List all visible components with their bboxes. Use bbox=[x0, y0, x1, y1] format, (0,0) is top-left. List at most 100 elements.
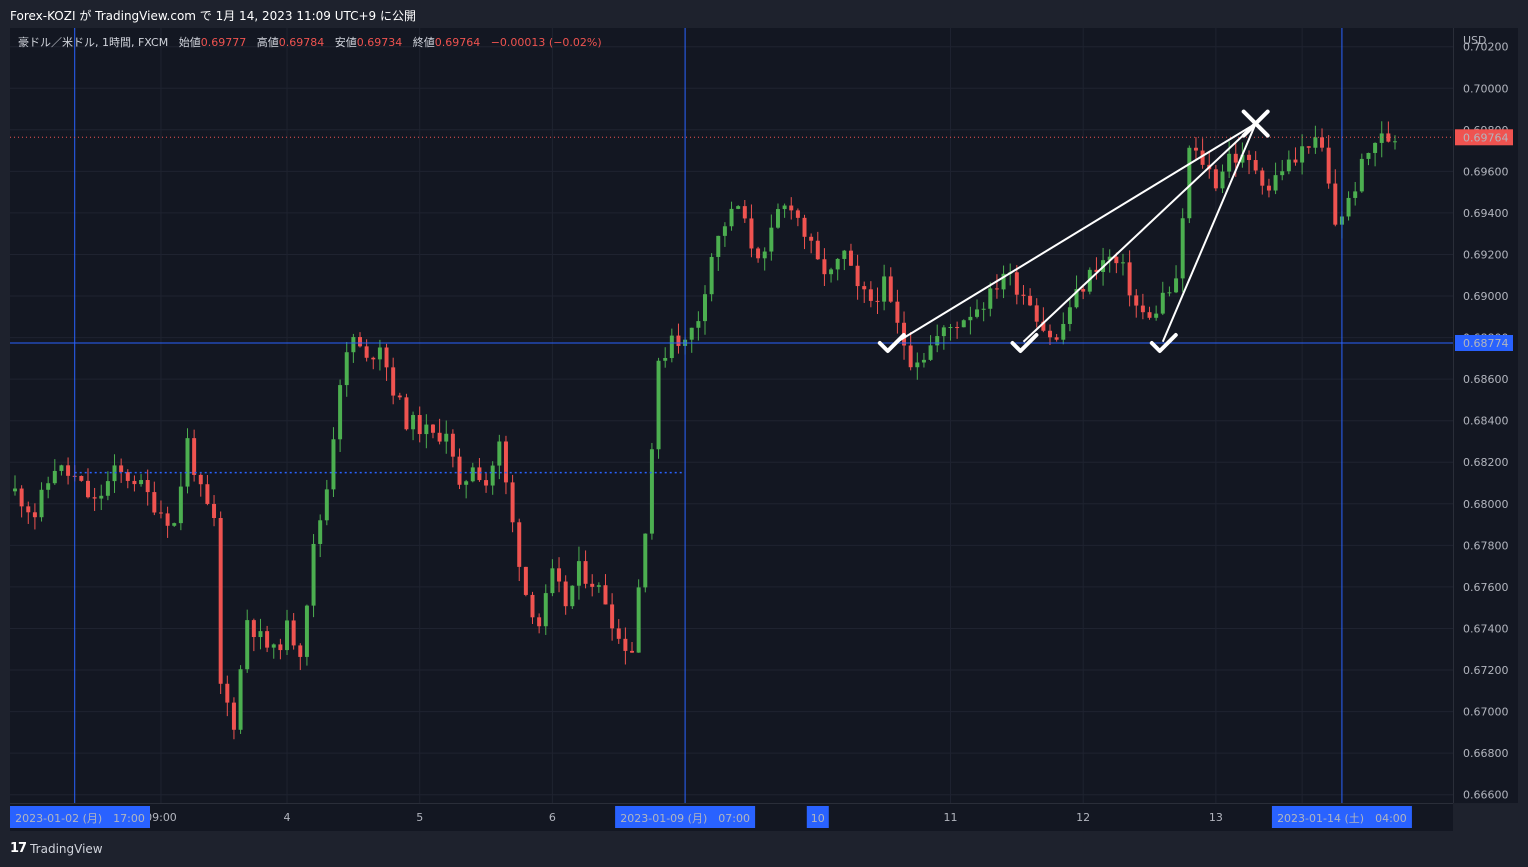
tradingview-brand: TradingView bbox=[30, 841, 103, 856]
candle-body bbox=[430, 424, 435, 433]
candle-body bbox=[762, 251, 767, 259]
candle-body bbox=[66, 465, 71, 476]
candle-body bbox=[1114, 256, 1119, 264]
checkmark-icon bbox=[877, 332, 906, 353]
candle-body bbox=[331, 439, 336, 490]
candle-body bbox=[19, 488, 24, 507]
candle-body bbox=[1160, 292, 1165, 314]
candle-body bbox=[1200, 150, 1205, 165]
price-axis[interactable] bbox=[1453, 28, 1519, 803]
trend-line bbox=[1022, 122, 1257, 343]
horizontal-level-label: 0.68774 bbox=[1463, 337, 1509, 350]
candle-body bbox=[557, 568, 562, 582]
time-tick-label: 4 bbox=[284, 811, 291, 824]
price-tick-label: 0.68000 bbox=[1463, 498, 1509, 511]
trend-line bbox=[896, 122, 1257, 343]
candle-body bbox=[1187, 147, 1192, 219]
candle-body bbox=[775, 209, 780, 228]
candle-body bbox=[417, 415, 422, 435]
candle-body bbox=[265, 631, 270, 648]
candle-body bbox=[1001, 273, 1006, 290]
candle-body bbox=[1253, 160, 1258, 171]
price-tick-label: 0.70000 bbox=[1463, 82, 1509, 95]
candle-body bbox=[185, 438, 190, 487]
candle-body bbox=[125, 472, 130, 481]
candle-body bbox=[994, 288, 999, 290]
candle-body bbox=[749, 218, 754, 249]
tradingview-logo[interactable]: 17 TradingView bbox=[10, 841, 103, 856]
candle-body bbox=[663, 358, 668, 361]
candle-body bbox=[1074, 289, 1079, 308]
candle-body bbox=[318, 520, 323, 544]
price-tick-label: 0.68400 bbox=[1463, 415, 1509, 428]
candle-body bbox=[1333, 183, 1338, 225]
candle-body bbox=[1041, 321, 1046, 331]
candle-body bbox=[1379, 133, 1384, 143]
chart-pane[interactable] bbox=[10, 28, 1453, 803]
time-badge-label: 10 bbox=[811, 812, 825, 825]
candle-body bbox=[656, 360, 661, 450]
candle-body bbox=[1293, 159, 1298, 163]
candle-body bbox=[1373, 142, 1378, 153]
time-badge bbox=[615, 806, 756, 828]
legend-open-label: 始値 bbox=[178, 36, 201, 49]
candle-body bbox=[643, 533, 648, 588]
candle-body bbox=[1213, 169, 1218, 189]
candle-body bbox=[1061, 323, 1066, 340]
time-tick-label: 12 bbox=[1076, 811, 1090, 824]
legend-high-value: 0.69784 bbox=[278, 36, 325, 49]
candle-body bbox=[835, 258, 840, 270]
candle-body bbox=[158, 512, 163, 514]
candle-body bbox=[46, 483, 51, 490]
candle-body bbox=[139, 480, 144, 485]
candle-body bbox=[1147, 312, 1152, 318]
price-tick-label: 0.67200 bbox=[1463, 664, 1509, 677]
candle-body bbox=[1034, 305, 1039, 322]
candle-body bbox=[1120, 262, 1125, 264]
candle-body bbox=[921, 359, 926, 363]
candle-body bbox=[769, 227, 774, 252]
candle-body bbox=[1306, 146, 1311, 148]
candle-body bbox=[231, 702, 236, 730]
candle-body bbox=[218, 518, 223, 684]
trend-line bbox=[1161, 123, 1257, 343]
candle-body bbox=[1313, 137, 1318, 148]
candle-body bbox=[13, 488, 17, 492]
candle-body bbox=[258, 631, 263, 638]
candle-body bbox=[603, 585, 608, 605]
price-tick-label: 0.68600 bbox=[1463, 373, 1509, 386]
time-tick-label: 11 bbox=[943, 811, 957, 824]
candle-body bbox=[1240, 154, 1245, 163]
candle-body bbox=[304, 605, 309, 657]
candle-body bbox=[736, 206, 741, 209]
candle-body bbox=[1021, 294, 1026, 296]
time-badge bbox=[806, 806, 829, 828]
candle-body bbox=[1107, 256, 1112, 261]
candle-body bbox=[298, 645, 303, 657]
last-price-badge bbox=[1455, 129, 1513, 146]
candle-body bbox=[464, 481, 469, 485]
candle-body bbox=[39, 489, 44, 518]
candle-body bbox=[1193, 147, 1198, 151]
candle-body bbox=[928, 345, 933, 360]
candle-body bbox=[198, 474, 203, 485]
legend-open-value: 0.69777 bbox=[200, 36, 247, 49]
candle-body bbox=[1054, 337, 1059, 340]
candle-body bbox=[1386, 133, 1391, 142]
candle-body bbox=[444, 433, 449, 442]
candle-body bbox=[1393, 141, 1397, 143]
candle-body bbox=[689, 327, 694, 340]
candle-body bbox=[1247, 154, 1252, 161]
price-tick-label: 0.66600 bbox=[1463, 789, 1509, 802]
candle-body bbox=[411, 415, 416, 430]
candle-body bbox=[523, 566, 528, 595]
candle-body bbox=[132, 480, 137, 485]
candle-body bbox=[470, 467, 475, 482]
candle-body bbox=[1094, 269, 1099, 272]
candle-body bbox=[895, 301, 900, 323]
candle-body bbox=[32, 512, 37, 518]
candle-body bbox=[245, 620, 250, 670]
candle-body bbox=[59, 465, 64, 471]
candle-body bbox=[1353, 191, 1358, 198]
tradingview-logo-icon: 17 bbox=[10, 841, 27, 856]
